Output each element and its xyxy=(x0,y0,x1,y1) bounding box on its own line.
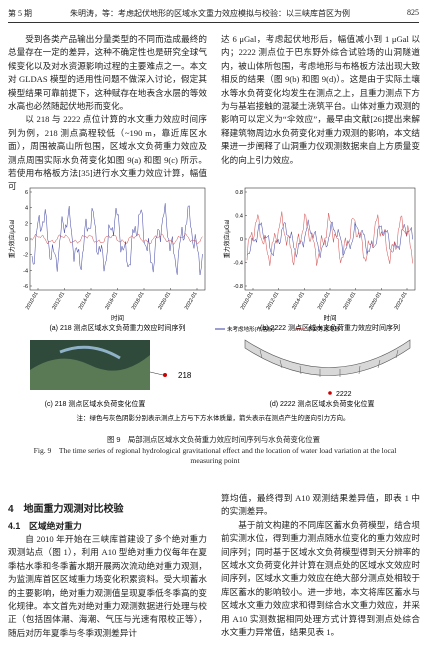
trace-illustration xyxy=(31,232,203,246)
y-tick-label: 0.8 xyxy=(235,190,243,196)
y-tick-label: 4 xyxy=(25,206,28,212)
subsection-title: 4.1 区域绝对重力 xyxy=(8,521,82,531)
x-tick-label: 2012-01 xyxy=(51,291,66,311)
y-tick-label: 6 xyxy=(25,190,28,196)
map-terrain xyxy=(30,355,150,390)
trace-illustration xyxy=(31,203,203,276)
y-tick-label: -6 xyxy=(23,284,28,290)
map-river xyxy=(59,345,121,360)
trace-illustration xyxy=(246,211,413,266)
paragraph: 以 218 与 2222 点位计算的水文重力效应时间序列为例，218 测点高程较… xyxy=(8,114,207,192)
y-axis-label: 重力效应/μGal xyxy=(8,220,16,258)
x-axis-label: 时间 xyxy=(324,313,337,322)
y-tick-label: -0.8 xyxy=(234,284,243,290)
trace-illustration xyxy=(246,219,413,258)
paragraph: 基于前文构建的不同库区蓄水负荷模型，结合坝前实测水位，得到重力测点随水位变化的重… xyxy=(221,519,420,638)
map-point xyxy=(328,391,332,395)
legend-label: 未考虑地形(布格板) xyxy=(227,325,275,333)
legend-label: 本文考虑地形 xyxy=(307,325,341,333)
y-tick-label: 0.4 xyxy=(235,214,243,220)
x-axis-label: 时间 xyxy=(111,313,124,322)
plot-frame xyxy=(244,187,416,291)
running-title: 朱明涛，等：考虑起伏地形的区域水文重力效应模拟与校验：以三峡库首区为例 xyxy=(70,9,350,18)
figure-caption-en: Fig. 9 The time series of regional hydro… xyxy=(33,446,397,465)
right-column: 达 6 μGal，考虑起伏地形后，幅值减小到 1 μGal 以内；2222 测点… xyxy=(221,33,420,167)
right-column: 算均值，最终得到 A10 观测结果差异值，即表 1 中的实测差异。 基于前文构建… xyxy=(221,492,420,639)
x-tick-label: 2020-01 xyxy=(157,291,172,311)
x-tick-label: 2018-01 xyxy=(342,291,357,311)
y-tick-label: -0.4 xyxy=(234,261,243,267)
x-tick-label: 2010-01 xyxy=(240,291,255,311)
issue: 第 5 期 xyxy=(8,9,32,18)
x-tick-label: 2018-01 xyxy=(131,291,146,311)
panel-caption: (d) 2222 测点区域水负荷变化位置 xyxy=(269,399,374,408)
panel-caption: (a) 218 测点区域水文负荷重力效应时间序列 xyxy=(49,323,185,332)
x-tick-label: 2016-01 xyxy=(317,291,332,311)
y-tick-label: -2 xyxy=(23,253,28,259)
map-point-label: 2222 xyxy=(336,391,352,398)
section-title: 4 地面重力观测对比校验 xyxy=(8,504,124,515)
x-tick-label: 2014-01 xyxy=(78,291,93,311)
map-leader xyxy=(149,371,164,376)
map-point-label: 218 xyxy=(178,371,192,380)
left-column: 自 2010 年开始在三峡库首建设了多个绝对重力观测站点（图 1），利用 A10… xyxy=(8,533,207,640)
header-rule xyxy=(8,22,419,23)
arrows xyxy=(259,349,399,377)
x-tick-label: 2010-01 xyxy=(25,291,40,311)
panel-caption: (c) 218 测点区域水负荷变化位置 xyxy=(45,399,146,408)
paragraph: 算均值，最终得到 A10 观测结果差异值，即表 1 中的实测差异。 xyxy=(221,493,420,517)
paragraph: 自 2010 年开始在三峡库首建设了多个绝对重力观测站点（图 1），利用 A10… xyxy=(8,534,207,638)
x-tick-label: 2020-01 xyxy=(368,291,383,311)
x-tick-label: 2014-01 xyxy=(291,291,306,311)
x-tick-label: 2012-01 xyxy=(265,291,280,311)
figure-caption-cn: 图 9 局部测点区域水文负荷重力效应时间序列与水负荷变化位置 xyxy=(106,435,321,444)
y-tick-label: 0 xyxy=(25,237,28,243)
map-point xyxy=(163,373,167,377)
x-tick-label: 2022-01 xyxy=(394,291,409,311)
panel-caption: (b) 2222 测点区域水文负荷重力效应时间序列 xyxy=(260,323,400,332)
tunnel-arc xyxy=(244,339,411,376)
page-number: 825 xyxy=(407,8,419,17)
y-tick-label: 0 xyxy=(240,237,243,243)
y-axis-label: 重力效应/μGal xyxy=(223,220,231,258)
x-tick-label: 2016-01 xyxy=(104,291,119,311)
paragraph: 达 6 μGal，考虑起伏地形后，幅值减小到 1 μGal 以内；2222 测点… xyxy=(221,34,420,165)
y-tick-label: -4 xyxy=(23,268,28,274)
y-tick-label: 2 xyxy=(25,221,28,227)
figure-note: 注：绿色与灰色阴影分别表示测点上方与下方水体质量，箭头表示在测点产生的竖向引力方… xyxy=(77,413,350,422)
paragraph: 受到各类产品输出分量类型的不同而造成最终的总量存在一定的差异，这种不确定性也是研… xyxy=(8,34,207,112)
left-column: 受到各类产品输出分量类型的不同而造成最终的总量存在一定的差异，这种不确定性也是研… xyxy=(8,33,207,194)
x-tick-label: 2022-01 xyxy=(184,291,199,311)
plot-frame xyxy=(29,187,206,291)
